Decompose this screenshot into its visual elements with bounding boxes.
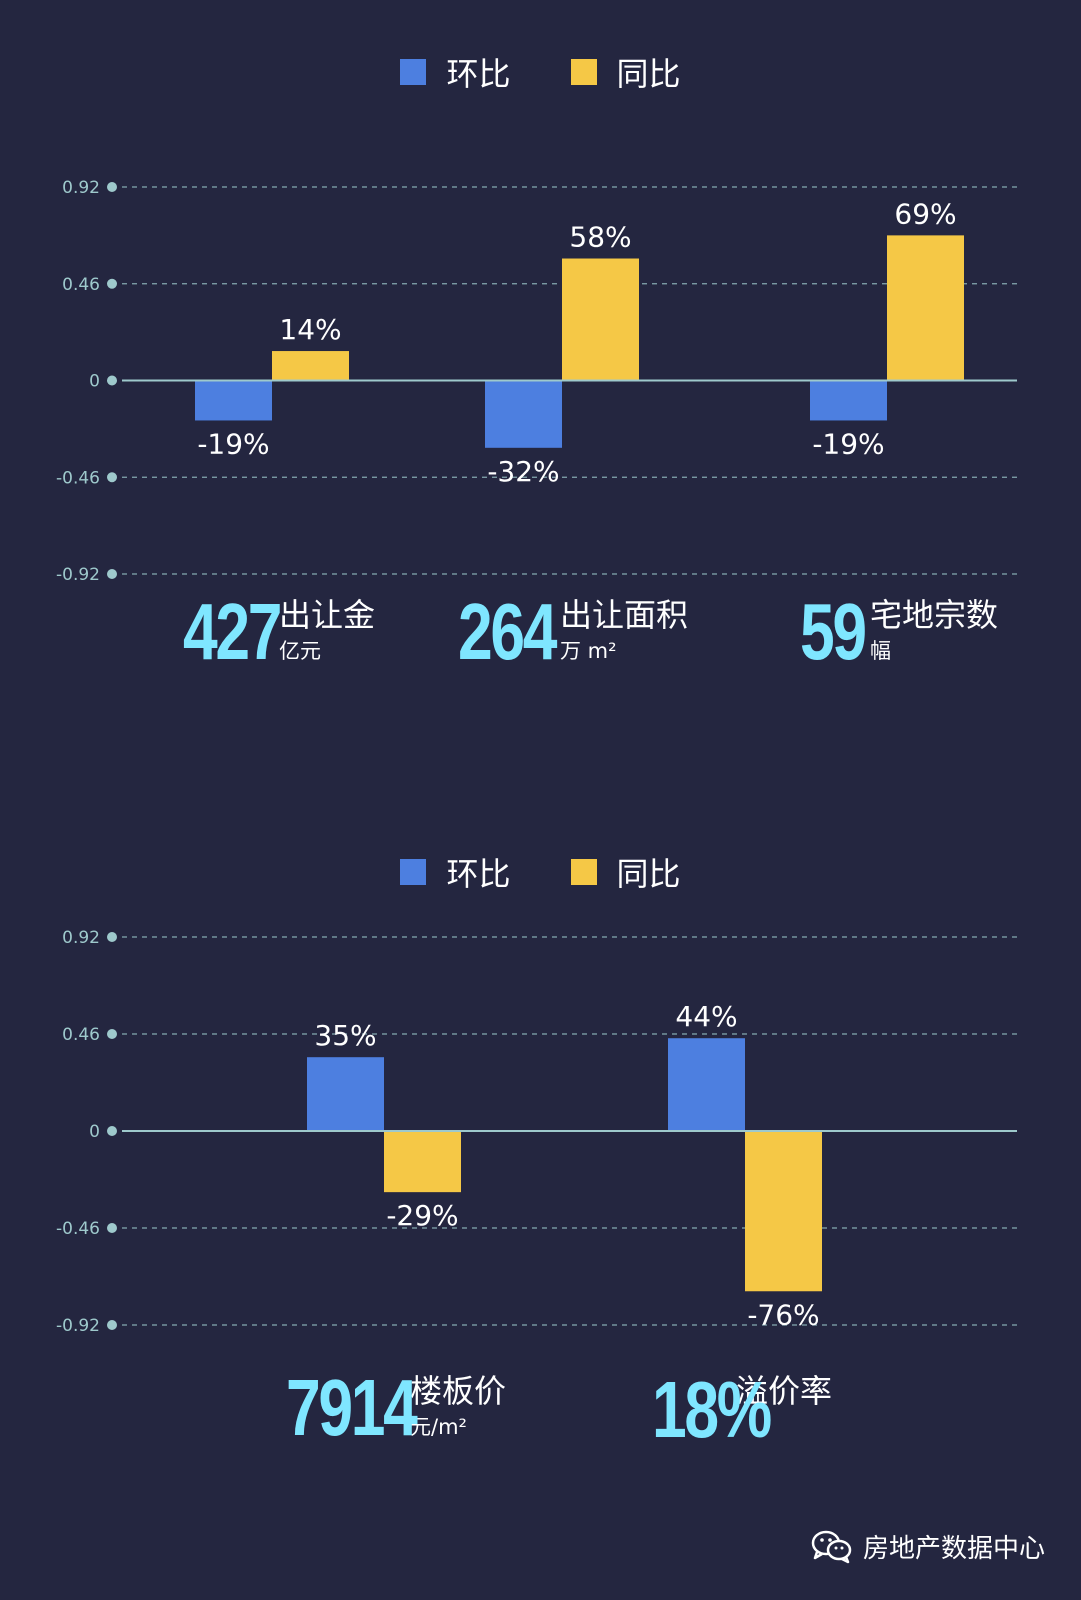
legend-item-yoy[interactable]: 同比	[570, 49, 681, 95]
y-tick-dot	[107, 569, 117, 579]
y-tick-dot	[107, 472, 117, 483]
y-tick-dot	[107, 182, 117, 192]
stat-label: 宅地宗数	[870, 596, 999, 634]
bar-mom-1	[485, 380, 562, 448]
y-tick-label: -0.92	[56, 1316, 100, 1336]
stat-transfer-fee: 427 出让金 亿元	[183, 592, 376, 672]
stat-value: 7914	[286, 1363, 418, 1452]
data-label: 69%	[894, 197, 956, 230]
data-label: 58%	[569, 221, 631, 254]
land-transfer-chart: 0.92 0.46 0 -0.46 -0.92 -19% 14% -32% 58% -19% 69%	[56, 178, 1017, 585]
legend-bottom: 环比 同比	[0, 849, 1081, 895]
stat-transfer-area: 264 出让面积 万 m²	[458, 592, 689, 672]
y-tick-label: -0.46	[56, 468, 100, 488]
stat-unit: 亿元	[279, 639, 321, 663]
bar-yoy-1	[745, 1131, 822, 1292]
legend-item-mom[interactable]: 环比	[400, 49, 511, 95]
y-tick-label: 0	[89, 372, 100, 392]
y-tick-label: 0.92	[62, 178, 100, 198]
bar-mom-0	[307, 1057, 384, 1131]
y-tick-dot	[107, 1029, 117, 1039]
legend-label-yoy: 同比	[616, 855, 681, 893]
y-tick-dot	[107, 1320, 117, 1330]
legend-swatch-mom	[400, 859, 427, 885]
bar-mom-2	[810, 380, 887, 421]
y-tick-dot	[107, 932, 117, 942]
stat-label: 出让金	[279, 596, 376, 634]
stat-unit: 幅	[870, 639, 891, 663]
wechat-icon	[811, 1530, 852, 1563]
legend-item-yoy[interactable]: 同比	[570, 849, 681, 895]
bar-mom-1	[668, 1038, 745, 1131]
data-label: -19%	[812, 427, 884, 460]
data-label: 44%	[675, 1000, 737, 1033]
bar-yoy-1	[562, 258, 639, 381]
bar-yoy-0	[272, 351, 349, 381]
data-label: 35%	[314, 1019, 376, 1052]
y-tick-dot	[107, 375, 117, 386]
stat-premium-rate: 18% 溢价率	[652, 1365, 833, 1454]
y-tick-dot	[107, 1223, 117, 1233]
y-tick-label: -0.46	[56, 1219, 100, 1239]
legend-label-mom: 环比	[446, 855, 511, 893]
legend-item-mom[interactable]: 环比	[400, 849, 511, 895]
bar-mom-0	[195, 380, 272, 421]
y-tick-dot	[107, 278, 117, 289]
stat-unit: 元/m²	[410, 1415, 467, 1439]
legend-top: 环比 同比	[0, 49, 1081, 95]
y-tick-dot	[107, 1126, 117, 1136]
data-label: -29%	[386, 1199, 458, 1232]
y-tick-label: 0.46	[62, 275, 100, 295]
stat-floor-price: 7914 楼板价 元/m²	[286, 1363, 507, 1452]
legend-swatch-yoy	[570, 859, 597, 885]
y-tick-label: 0	[89, 1122, 100, 1142]
legend-swatch-yoy	[570, 59, 597, 85]
bar-yoy-2	[887, 235, 964, 381]
y-tick-label: 0.46	[62, 1025, 100, 1045]
stat-label: 楼板价	[410, 1372, 507, 1410]
bar-yoy-0	[384, 1131, 461, 1193]
y-tick-label: -0.92	[56, 565, 100, 585]
legend-swatch-mom	[400, 59, 427, 85]
data-label: -32%	[487, 455, 559, 488]
footer-brand: 房地产数据中心	[811, 1528, 1045, 1565]
data-label: -76%	[747, 1298, 819, 1331]
stat-residential-lots: 59 宅地宗数 幅	[800, 592, 999, 672]
y-tick-label: 0.92	[62, 928, 100, 948]
data-label: -19%	[197, 427, 269, 460]
data-label: 14%	[279, 313, 341, 346]
price-premium-chart: 0.92 0.46 0 -0.46 -0.92 35% -29% 44% -76%	[56, 928, 1017, 1336]
footer-text: 房地产数据中心	[862, 1534, 1045, 1564]
stat-unit: 万 m²	[560, 639, 617, 663]
legend-label-yoy: 同比	[616, 55, 681, 93]
stat-value: 18%	[652, 1365, 772, 1454]
legend-label-mom: 环比	[446, 55, 511, 93]
stat-label: 溢价率	[736, 1372, 833, 1410]
stat-label: 出让面积	[560, 596, 689, 634]
